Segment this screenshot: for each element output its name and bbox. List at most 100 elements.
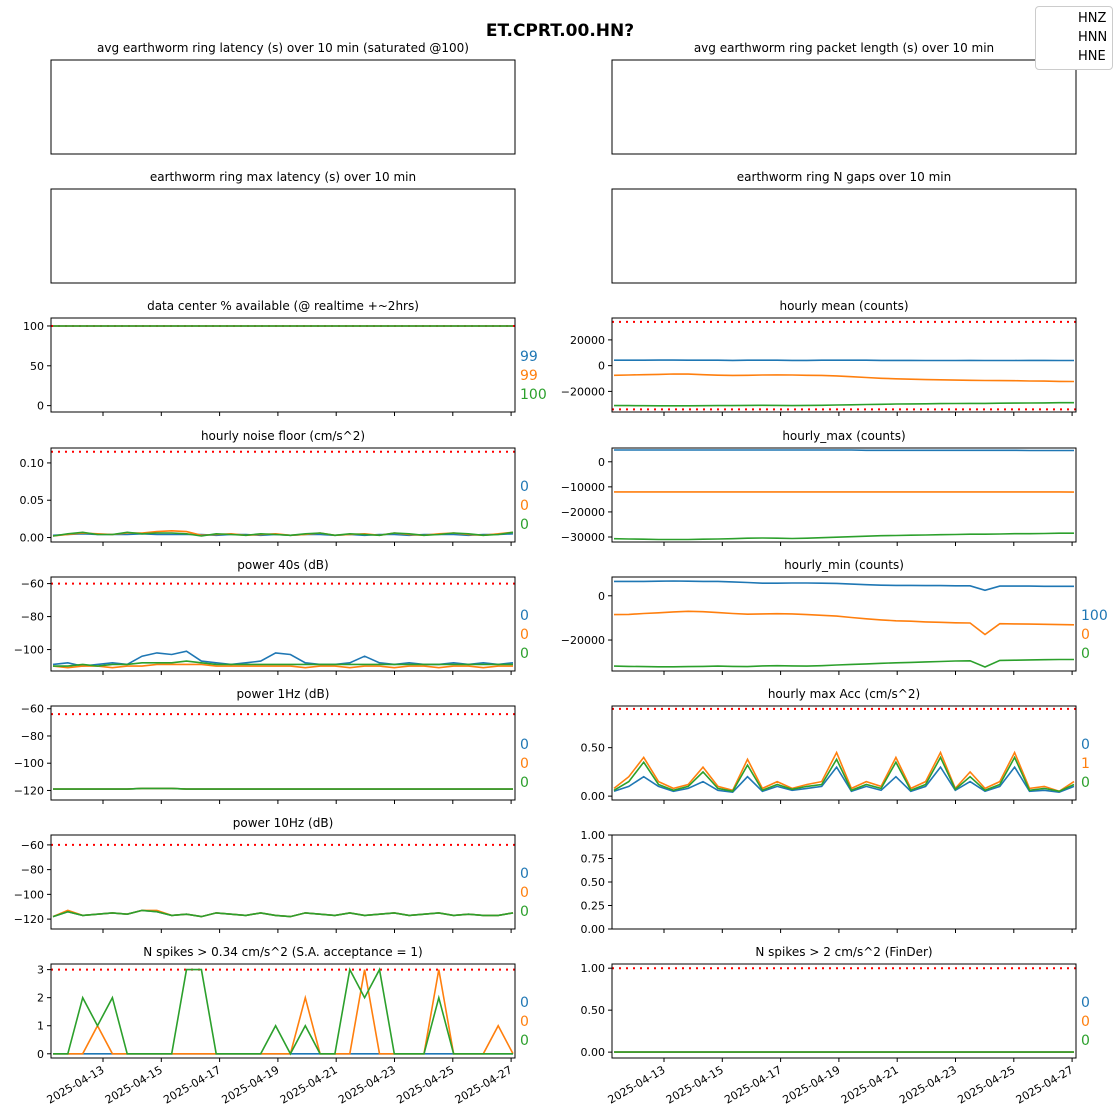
plot-frame <box>50 705 516 801</box>
y-tick-label: 0.05 <box>20 494 45 507</box>
y-tick-label: −20000 <box>561 385 605 398</box>
series-line-hne <box>53 967 513 1056</box>
y-tick-label: 1.00 <box>581 829 606 842</box>
series-line-hne <box>614 401 1074 407</box>
subplot-title: power 1Hz (dB) <box>237 687 330 701</box>
channel-stat-hnn: 0 <box>1081 1014 1090 1030</box>
y-tick-label: −120 <box>14 784 44 797</box>
y-tick-label: 0.00 <box>20 532 45 545</box>
channel-stat-hne: 0 <box>1081 1033 1090 1049</box>
subplot-7: hourly noise floor (cm/s^2) 0.00 0.05 0.10 0… <box>20 429 529 546</box>
plot-frame <box>611 447 1077 543</box>
subplot-12: hourly max Acc (cm/s^2) 0.00 0.50 0 1 0 <box>581 687 1090 804</box>
plot-frame <box>611 963 1077 1059</box>
subplot-title: hourly_min (counts) <box>784 558 904 572</box>
legend-entry-hne: HNE <box>1078 49 1106 64</box>
x-tick-label: 2025-04-21 <box>278 1063 340 1106</box>
x-tick-label: 2025-04-17 <box>161 1063 223 1106</box>
subplot-13: power 10Hz (dB) −120 −100 −80 −60 0 0 0 <box>14 816 529 933</box>
x-tick-label: 2025-04-25 <box>394 1063 456 1106</box>
subplot-14: 0.00 0.25 0.50 0.75 1.00 <box>581 829 1077 936</box>
y-tick-label: 0.00 <box>581 790 606 803</box>
channel-stat-hnz: 0 <box>1081 995 1090 1011</box>
subplot-title: power 10Hz (dB) <box>233 816 334 830</box>
channel-stat-hne: 100 <box>520 387 547 403</box>
series-line-hne <box>53 787 513 790</box>
series-line-hnz <box>614 580 1074 592</box>
channel-legend: HNZ HNN HNE <box>1035 6 1113 70</box>
y-tick-label: 100 <box>23 320 44 333</box>
y-tick-label: −60 <box>21 703 44 716</box>
series-line-hne <box>613 658 1074 668</box>
y-tick-label: 0.00 <box>581 923 606 936</box>
channel-stat-hne: 0 <box>520 1033 529 1049</box>
subplot-title: hourly max Acc (cm/s^2) <box>768 687 920 701</box>
channel-stat-hne: 0 <box>520 904 529 920</box>
subplot-16: N spikes > 2 cm/s^2 (FinDer) 0.00 0.50 1.00… <box>581 945 1090 1107</box>
x-tick-label: 2025-04-15 <box>103 1063 165 1106</box>
x-tick-label: 2025-04-13 <box>45 1063 107 1106</box>
channel-stat-hnn: 0 <box>520 627 529 643</box>
channel-stat-hnn: 0 <box>520 498 529 514</box>
y-tick-label: 0.50 <box>581 876 606 889</box>
plot-frame <box>50 963 516 1059</box>
plot-frame <box>50 447 516 543</box>
subplot-title: hourly_max (counts) <box>782 429 905 443</box>
x-tick-label: 2025-04-15 <box>664 1063 726 1106</box>
figure-title: ET.CPRT.00.HN? <box>486 21 634 41</box>
subplot-title: hourly noise floor (cm/s^2) <box>201 429 365 443</box>
y-tick-label: −80 <box>21 864 44 877</box>
plot-frame <box>611 317 1077 413</box>
channel-stat-hnz: 100 <box>1081 608 1108 624</box>
x-tick-label: 2025-04-17 <box>722 1063 784 1106</box>
series-line-hnn <box>613 610 1075 636</box>
y-tick-label: 2 <box>37 992 44 1005</box>
series-line-hnn <box>613 373 1075 383</box>
x-tick-label: 2025-04-21 <box>839 1063 901 1106</box>
series-line-hne <box>53 660 513 667</box>
subplot-6: hourly mean (counts) −20000 0 20000 <box>561 299 1077 416</box>
y-tick-label: 0.50 <box>581 1004 606 1017</box>
channel-stat-hne: 0 <box>1081 775 1090 791</box>
y-tick-label: 3 <box>37 964 44 977</box>
y-tick-label: 0 <box>37 400 44 413</box>
y-tick-label: 0 <box>598 360 605 373</box>
y-tick-label: −80 <box>21 611 44 624</box>
channel-stat-hne: 0 <box>520 517 529 533</box>
channel-stat-hnz: 0 <box>520 866 529 882</box>
x-tick-label: 2025-04-27 <box>1014 1063 1076 1106</box>
y-tick-label: −100 <box>14 888 44 901</box>
subplot-title: N spikes > 2 cm/s^2 (FinDer) <box>755 945 932 959</box>
subplot-3: earthworm ring max latency (s) over 10 m… <box>50 170 516 284</box>
x-tick-label: 2025-04-19 <box>781 1063 843 1106</box>
series-line-hne <box>613 755 1075 793</box>
y-tick-label: −60 <box>21 839 44 852</box>
channel-stat-hnz: 0 <box>520 995 529 1011</box>
series-line-hnz <box>614 449 1074 452</box>
y-tick-label: 0 <box>598 590 605 603</box>
channel-stat-hnn: 0 <box>520 756 529 772</box>
subplot-title: avg earthworm ring packet length (s) ove… <box>694 41 994 55</box>
x-tick-label: 2025-04-27 <box>453 1063 515 1106</box>
series-line-hnn <box>52 663 513 669</box>
channel-stat-hnz: 0 <box>1081 737 1090 753</box>
subplot-5: data center % available (@ realtime +~2h… <box>23 299 547 416</box>
plot-frame <box>611 834 1077 930</box>
series-line-hnn <box>613 750 1075 793</box>
subplot-11: power 1Hz (dB) −120 −100 −80 −60 0 0 0 <box>14 687 529 804</box>
y-tick-label: 0 <box>598 456 605 469</box>
y-tick-label: −10000 <box>561 481 605 494</box>
x-tick-label: 2025-04-23 <box>336 1063 398 1106</box>
y-tick-label: −30000 <box>561 531 605 544</box>
subplot-15: N spikes > 0.34 cm/s^2 (S.A. acceptance … <box>37 945 529 1107</box>
y-tick-label: 1.00 <box>581 962 606 975</box>
subplot-2: avg earthworm ring packet length (s) ove… <box>611 41 1077 155</box>
plot-frame <box>611 576 1077 672</box>
channel-stat-hne: 0 <box>1081 646 1090 662</box>
y-tick-label: −60 <box>21 578 44 591</box>
y-tick-label: 0 <box>37 1048 44 1061</box>
y-tick-label: 20000 <box>570 334 605 347</box>
channel-stat-hnn: 0 <box>520 885 529 901</box>
plot-frame <box>50 59 516 155</box>
